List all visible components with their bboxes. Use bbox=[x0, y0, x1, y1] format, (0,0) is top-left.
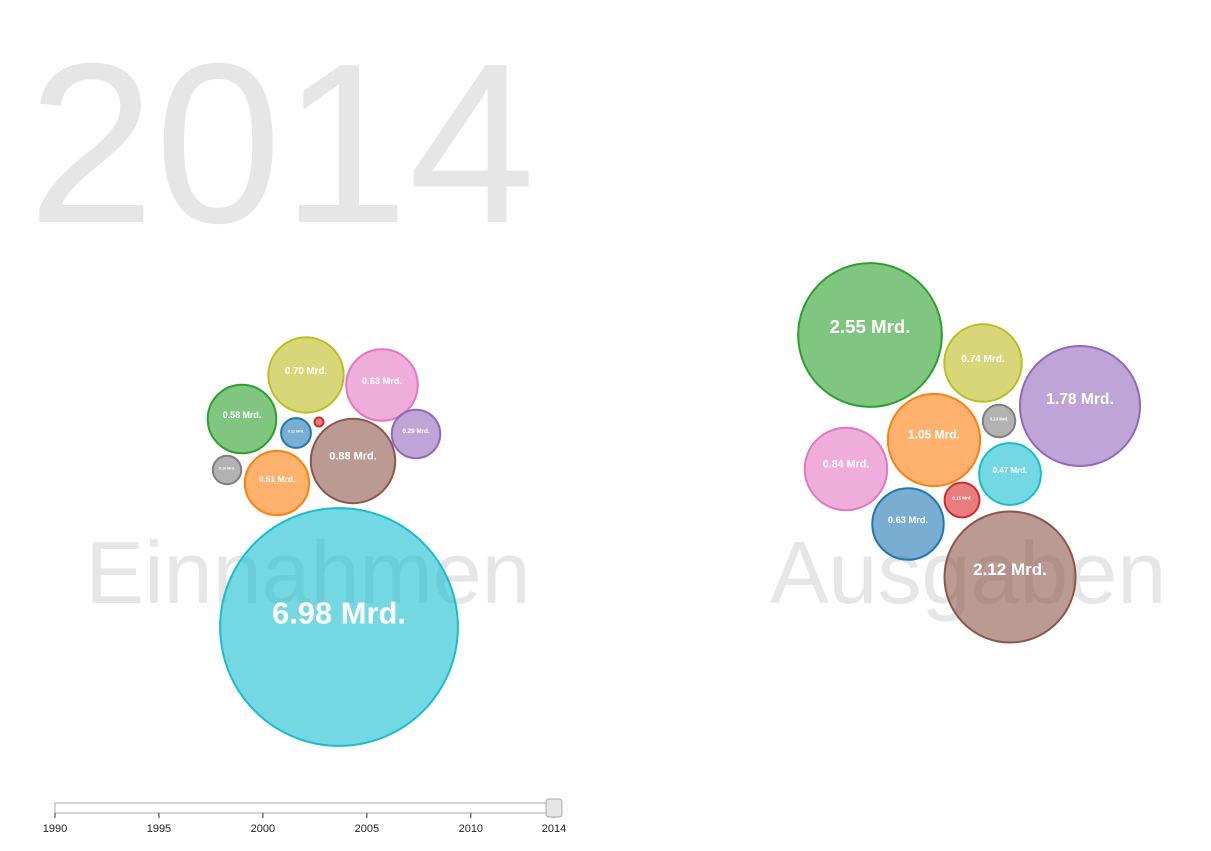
slider-track bbox=[54, 802, 555, 814]
bubble[interactable] bbox=[943, 481, 981, 519]
bubble-label: 0.10 Mrd. bbox=[219, 467, 235, 471]
bubble[interactable] bbox=[345, 348, 419, 422]
bubble[interactable] bbox=[390, 408, 442, 460]
bubble-label: 0.47 Mrd. bbox=[993, 466, 1028, 475]
bubble-label: 0.84 Mrd. bbox=[823, 459, 869, 471]
bubble[interactable] bbox=[871, 487, 945, 561]
bubble-label: 2.12 Mrd. bbox=[973, 560, 1047, 579]
bubble[interactable] bbox=[267, 336, 345, 414]
bubble[interactable] bbox=[313, 416, 325, 428]
bubble[interactable] bbox=[219, 507, 459, 747]
bubble-label: 0.51 Mrd. bbox=[259, 474, 295, 484]
bubble[interactable] bbox=[206, 383, 278, 455]
bubble-label: 0.88 Mrd. bbox=[329, 451, 377, 463]
bubble-label: 0.13 Mrd. bbox=[990, 416, 1008, 421]
bubble-label: 0.29 Mrd. bbox=[402, 428, 430, 435]
bubble-label: 0.63 Mrd. bbox=[362, 376, 402, 386]
slider-tick-label: 2014 bbox=[542, 823, 566, 835]
year-display: 2014 bbox=[28, 17, 535, 271]
bubble[interactable] bbox=[1018, 344, 1142, 468]
bubble[interactable] bbox=[981, 403, 1017, 439]
bubble[interactable] bbox=[886, 392, 982, 488]
bubble[interactable] bbox=[943, 510, 1077, 644]
bubble-label: 0.11 Mrd. bbox=[288, 429, 305, 434]
bubble-label: 0.15 Mrd. bbox=[952, 495, 972, 500]
slider-tick-label: 2000 bbox=[251, 823, 275, 835]
bubble-label: 2.55 Mrd. bbox=[830, 316, 911, 337]
bubble-label: 0.58 Mrd. bbox=[223, 410, 262, 420]
slider-tick-label: 2005 bbox=[355, 823, 379, 835]
bubble-label: 1.05 Mrd. bbox=[908, 428, 960, 442]
bubble-label: 0.63 Mrd. bbox=[888, 515, 928, 525]
bubble-label: 1.78 Mrd. bbox=[1046, 391, 1114, 408]
bubble[interactable] bbox=[309, 417, 397, 505]
bubble-label: 6.98 Mrd. bbox=[272, 595, 406, 630]
bubble-label: 0.74 Mrd. bbox=[961, 354, 1005, 365]
bubble[interactable] bbox=[978, 442, 1042, 506]
slider-tick-label: 2010 bbox=[459, 823, 483, 835]
bubble-label: 0.70 Mrd. bbox=[285, 366, 328, 377]
bubble[interactable] bbox=[243, 449, 311, 517]
slider-tick-label: 1995 bbox=[147, 823, 171, 835]
bubble[interactable] bbox=[797, 262, 943, 408]
bubble[interactable] bbox=[211, 454, 243, 486]
bubble[interactable] bbox=[943, 323, 1023, 403]
bubble[interactable] bbox=[803, 426, 889, 512]
slider-handle[interactable] bbox=[545, 798, 563, 818]
slider-tick-label: 1990 bbox=[43, 823, 67, 835]
bubble[interactable] bbox=[280, 417, 312, 449]
